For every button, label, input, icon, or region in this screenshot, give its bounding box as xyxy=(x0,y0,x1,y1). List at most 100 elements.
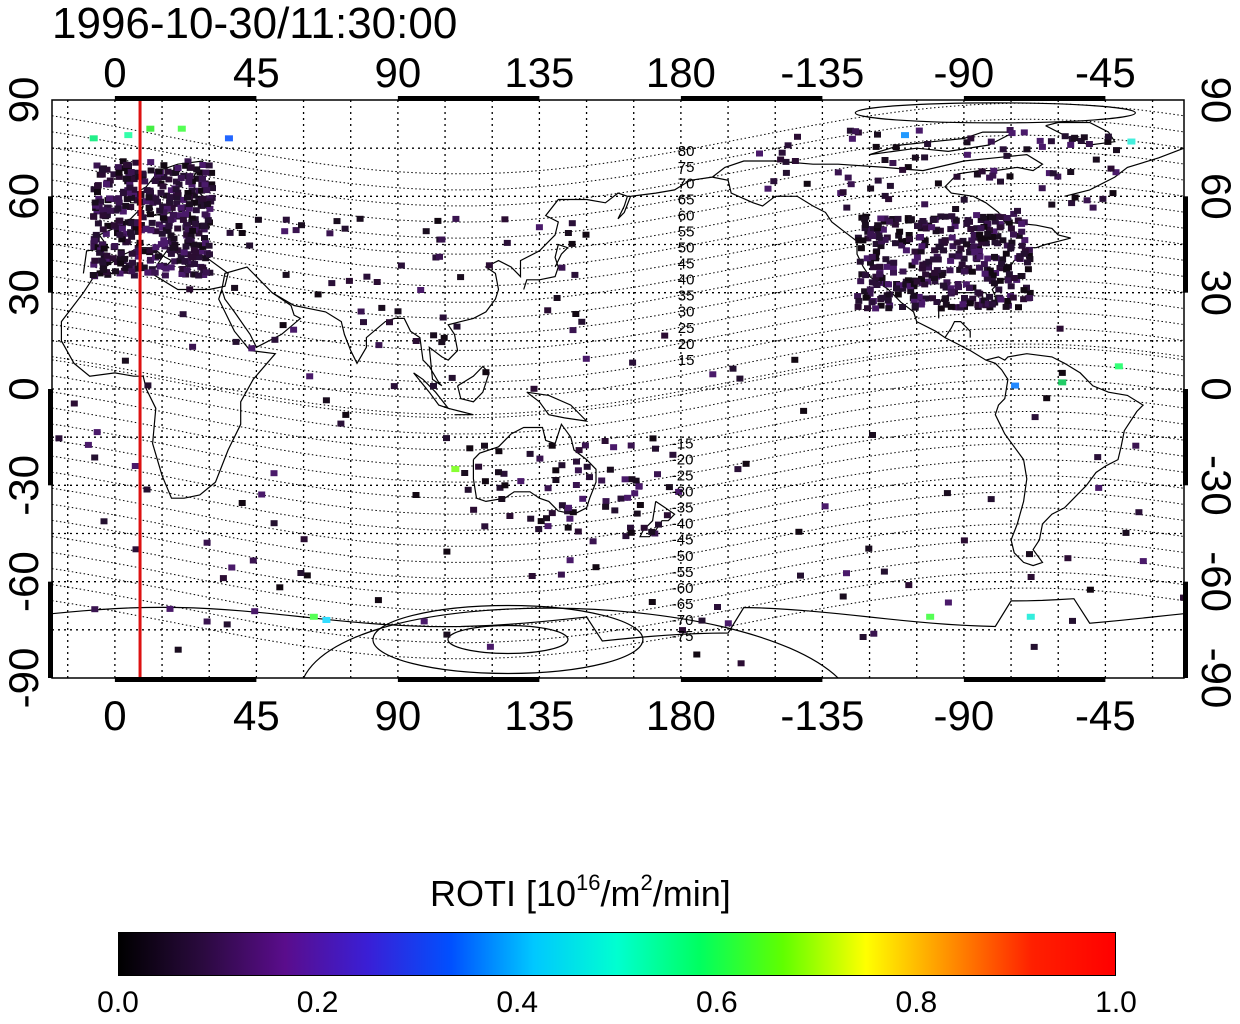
coastline xyxy=(60,273,277,499)
roti-point xyxy=(314,291,322,298)
roti-point xyxy=(843,204,851,211)
roti-point xyxy=(929,295,936,302)
left-lat-label: -90 xyxy=(0,648,47,709)
roti-point xyxy=(530,385,538,392)
roti-point xyxy=(1018,228,1026,235)
roti-point xyxy=(890,269,897,276)
roti-point xyxy=(183,267,191,274)
roti-point xyxy=(202,169,210,176)
roti-point xyxy=(1045,170,1053,177)
roti-point xyxy=(876,263,884,270)
roti-point xyxy=(120,165,128,172)
roti-point xyxy=(130,272,138,279)
roti-point xyxy=(736,375,744,382)
roti-point xyxy=(898,242,906,249)
roti-point xyxy=(191,199,198,206)
roti-point xyxy=(839,593,847,600)
frame-tick-bar xyxy=(397,96,540,101)
roti-point xyxy=(627,524,634,531)
roti-point xyxy=(1109,190,1117,197)
roti-point xyxy=(949,243,957,250)
roti-point xyxy=(159,203,167,210)
roti-point xyxy=(931,269,939,276)
roti-point xyxy=(914,223,921,229)
roti-point xyxy=(116,255,124,262)
roti-point xyxy=(929,216,937,223)
top-lon-label: -45 xyxy=(1075,49,1136,96)
roti-point xyxy=(970,232,978,238)
roti-point xyxy=(485,262,493,269)
roti-point xyxy=(93,162,101,169)
contour-pole-south-inner xyxy=(447,624,569,655)
roti-point xyxy=(109,255,117,262)
roti-point xyxy=(984,220,992,227)
roti-point xyxy=(569,509,577,516)
roti-point xyxy=(1067,141,1075,148)
colorbar-title-mid: /m xyxy=(600,873,641,914)
contour-label: -75 xyxy=(672,628,694,645)
roti-point xyxy=(991,218,999,225)
roti-point xyxy=(186,173,194,180)
roti-point xyxy=(1020,287,1028,294)
roti-point xyxy=(770,178,778,185)
roti-point xyxy=(974,301,982,308)
roti-point xyxy=(557,571,565,578)
roti-point xyxy=(954,281,962,287)
right-lat-label: -90 xyxy=(1193,648,1240,709)
roti-point xyxy=(152,228,160,235)
roti-point xyxy=(188,178,196,185)
right-lat-label: 60 xyxy=(1193,173,1240,220)
roti-point xyxy=(183,222,191,229)
roti-point xyxy=(640,524,648,531)
roti-point xyxy=(139,248,147,255)
roti-point xyxy=(1020,129,1028,136)
roti-point xyxy=(939,282,947,289)
contour-label: 15 xyxy=(678,352,695,369)
roti-point xyxy=(847,181,855,188)
roti-point xyxy=(118,225,126,232)
roti-point xyxy=(99,207,107,214)
roti-point xyxy=(866,290,874,297)
contour-label: -55 xyxy=(672,564,694,581)
roti-point xyxy=(879,226,887,233)
roti-point xyxy=(859,634,867,640)
roti-point xyxy=(110,196,118,203)
roti-point xyxy=(942,295,950,302)
roti-point xyxy=(202,269,210,276)
roti-point xyxy=(1006,127,1014,133)
contour-label: 65 xyxy=(678,191,695,208)
roti-point xyxy=(506,513,514,519)
contour-line xyxy=(51,571,1185,644)
top-lon-label: 135 xyxy=(504,49,574,96)
roti-point xyxy=(998,261,1006,268)
frame-tick-bar xyxy=(963,96,1106,101)
roti-point xyxy=(1112,169,1120,176)
roti-point xyxy=(1030,643,1038,650)
frame-tick-bar xyxy=(963,677,1106,682)
roti-point xyxy=(669,451,677,458)
roti-point xyxy=(947,226,955,233)
roti-point xyxy=(1086,586,1094,593)
roti-point xyxy=(848,135,856,142)
roti-point xyxy=(333,218,341,225)
roti-point xyxy=(957,245,965,252)
bottom-lon-label: 0 xyxy=(103,692,126,739)
roti-point xyxy=(199,162,207,168)
roti-point xyxy=(553,295,561,301)
roti-point xyxy=(128,250,136,257)
bottom-lon-label: -45 xyxy=(1075,692,1136,739)
roti-point xyxy=(1015,232,1023,239)
frame-tick-bar xyxy=(680,96,823,101)
roti-point xyxy=(575,447,583,454)
right-lat-label: 0 xyxy=(1193,377,1240,400)
roti-point xyxy=(592,564,600,571)
roti-point xyxy=(891,221,899,228)
roti-point xyxy=(874,177,882,184)
bottom-lon-label: 90 xyxy=(375,692,422,739)
roti-point xyxy=(931,247,939,254)
roti-point xyxy=(141,178,149,185)
roti-point xyxy=(734,466,742,473)
roti-point xyxy=(496,484,504,491)
roti-point xyxy=(189,343,197,350)
roti-point-highlight xyxy=(322,616,331,623)
